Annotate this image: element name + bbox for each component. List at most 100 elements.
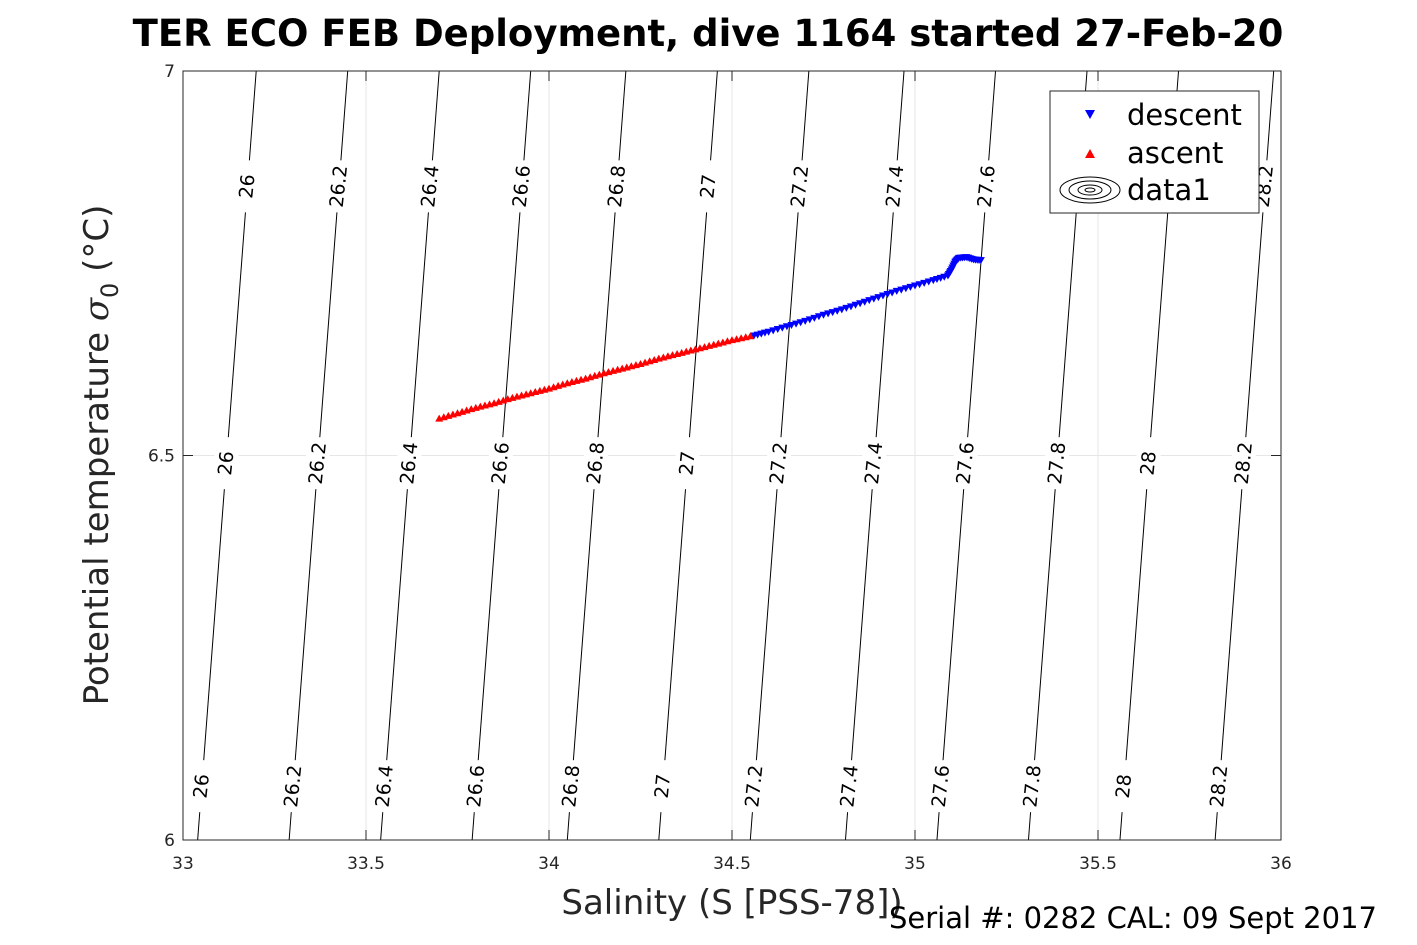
contour-label-gap [1136, 437, 1161, 490]
contour-27-4: 27.4 27.4 27.4 [836, 70, 908, 841]
contour-label: 27.4 [882, 164, 908, 208]
series-ascent [435, 332, 755, 422]
contour-label: 27.2 [787, 164, 813, 208]
data-point [851, 301, 860, 309]
y-tick-label: 7 [164, 62, 175, 82]
contour-26-6: 26.6 26.6 26.6 [463, 70, 535, 841]
data-point [778, 324, 787, 332]
contour-label: 26.2 [305, 441, 331, 485]
contour-label-gap [214, 437, 239, 490]
y-axis-label: Potential temperature σ0 (°C) [77, 205, 124, 706]
contour-label: 27.6 [953, 441, 979, 485]
y-tick-label: 6 [164, 831, 175, 851]
data-point [878, 292, 887, 300]
contour-27: 27 27 27 [650, 70, 721, 841]
contour-label: 28 [1112, 773, 1136, 799]
contour-label-gap [605, 160, 630, 213]
y-axis-label-main: Potential temperature [77, 321, 117, 705]
contour-label: 27.8 [1044, 441, 1070, 485]
contour-label: 27.4 [861, 441, 887, 485]
data-point [782, 323, 791, 331]
contour-label-gap [583, 437, 608, 490]
serial-calibration-note: Serial #: 0282 CAL: 09 Sept 2017 [889, 901, 1377, 935]
x-tick-label: 33 [172, 854, 194, 874]
data-point [837, 306, 846, 314]
contour-label: 27 [675, 450, 699, 476]
contour-label-gap [509, 160, 534, 213]
data-point [833, 307, 842, 315]
contour-label: 26 [235, 173, 259, 199]
chart-title: TER ECO FEB Deployment, dive 1164 starte… [133, 12, 1284, 55]
data-point [801, 317, 810, 325]
x-tick-label: 35.5 [1079, 854, 1117, 874]
contour-label-gap [397, 437, 422, 490]
contour-label: 26.4 [396, 441, 422, 485]
contour-label: 26.8 [583, 441, 609, 485]
contour-label-gap [788, 160, 813, 213]
contour-label-gap [305, 437, 330, 490]
contour-27-6: 27.6 27.6 27.6 [928, 70, 1000, 841]
contour-label: 26.4 [417, 164, 443, 208]
data-point [828, 309, 837, 317]
legend-ascent-marker [1085, 149, 1095, 158]
y-axis-label-symbol: σ [77, 297, 117, 321]
contour-26: 26 26 26 [190, 70, 260, 841]
contour-label-gap [372, 760, 397, 813]
data-point [901, 285, 910, 293]
contour-label-gap [1231, 437, 1256, 490]
contour-label: 26 [214, 450, 238, 476]
data-point [869, 295, 878, 303]
contour-label-gap [929, 760, 954, 813]
contour-label-gap [862, 437, 887, 490]
contour-label: 27.2 [766, 441, 792, 485]
data-point [764, 328, 773, 336]
contour-label-gap [974, 160, 999, 213]
contour-label: 26.8 [604, 164, 630, 208]
data-point [883, 291, 892, 299]
data-point [856, 300, 865, 308]
legend-data1-label: data1 [1127, 173, 1211, 207]
contour-label: 27.2 [741, 764, 767, 808]
legend: descent ascent data1 [1049, 90, 1260, 214]
contour-label-gap [1045, 437, 1070, 490]
contour-label-gap [953, 437, 978, 490]
contour-label: 27.4 [836, 764, 862, 808]
contour-label: 26.2 [280, 764, 306, 808]
contour-label-gap [1207, 760, 1232, 813]
contour-label: 27.8 [1019, 764, 1045, 808]
data-point [773, 325, 782, 333]
contour-label-gap [488, 437, 513, 490]
contour-label: 28 [1136, 450, 1160, 476]
data-point [787, 321, 796, 329]
y-tick-label: 6.5 [148, 447, 175, 467]
data-point [792, 320, 801, 328]
data-point [906, 283, 915, 291]
data-point [805, 316, 814, 324]
x-tick-label: 34.5 [713, 854, 751, 874]
contour-label-gap [235, 160, 260, 213]
contour-label-gap [650, 760, 675, 813]
contour-label-gap [464, 760, 489, 813]
contour-label: 26.6 [509, 164, 535, 208]
x-tick-label: 36 [1270, 854, 1292, 874]
data-point [769, 327, 778, 335]
data-point [865, 297, 874, 305]
contour-label-gap [766, 437, 791, 490]
data-point [819, 311, 828, 319]
contour-label-gap [675, 437, 700, 490]
series-descent [749, 254, 985, 340]
y-axis-label-unit: (°C) [77, 205, 117, 283]
data-point [860, 298, 869, 306]
contour-label: 26 [190, 773, 214, 799]
contour-label: 28.2 [1231, 441, 1257, 485]
contour-label-gap [742, 760, 767, 813]
legend-ascent-label: ascent [1127, 136, 1223, 170]
contour-26-4: 26.4 26.4 26.4 [372, 70, 444, 841]
axis-ticks: 33 33.5 34 34.5 35 35.5 36 6 6.5 7 [148, 62, 1292, 874]
x-tick-label: 34 [538, 854, 560, 874]
data-point [814, 313, 823, 321]
data-point [920, 279, 929, 287]
contour-label: 26.6 [463, 764, 489, 808]
y-axis-label-subscript: 0 [96, 283, 124, 298]
x-axis-label: Salinity (S [PSS-78]) [561, 883, 902, 923]
